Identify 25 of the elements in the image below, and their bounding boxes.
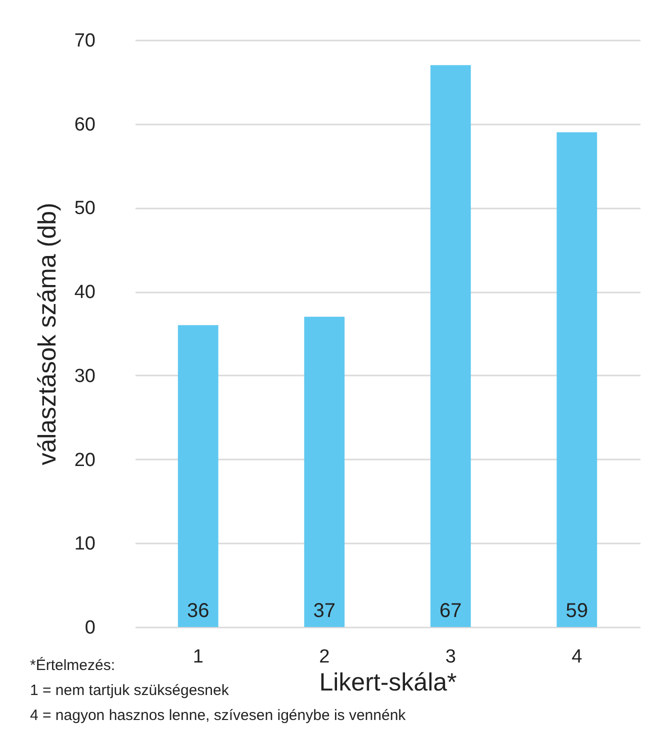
y-tick-label: 10 (74, 534, 96, 555)
y-tick-label: 20 (74, 450, 96, 471)
bar (556, 132, 598, 627)
x-axis-title: Likert-skála* (319, 668, 458, 696)
y-axis-title: választások száma (db) (33, 202, 62, 466)
x-tick-label: 3 (445, 646, 456, 668)
text: 1 = nem tartjuk szükségesnek (30, 682, 230, 699)
data-label: 36 (187, 600, 210, 622)
y-tick-label: 50 (74, 198, 96, 220)
x-tick-label: 1 (192, 646, 204, 668)
y-tick-label: 60 (74, 114, 96, 136)
y-tick-label: 0 (84, 618, 96, 638)
bar (430, 65, 471, 627)
data-label: 59 (566, 600, 588, 622)
text: *Értelmezés: (30, 656, 116, 674)
x-tick-label: 2 (319, 646, 330, 668)
bar (304, 316, 345, 627)
data-label: 37 (313, 600, 336, 622)
x-tick-label: 4 (572, 646, 583, 668)
data-label: 67 (440, 600, 462, 622)
y-tick-label: 70 (74, 30, 96, 52)
y-tick-label: 40 (74, 282, 96, 304)
y-tick-label: 30 (74, 366, 96, 387)
bar (178, 325, 218, 627)
text: 4 = nagyon hasznos lenne, szívesen igénybe is vennénk (30, 707, 406, 724)
